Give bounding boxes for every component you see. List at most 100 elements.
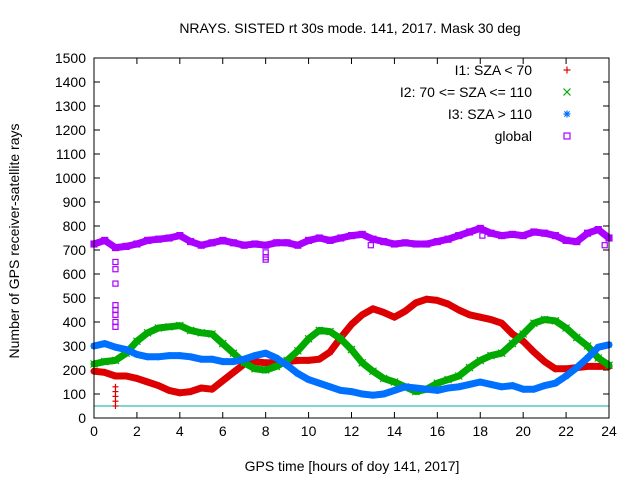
marker-stroke [487, 229, 495, 237]
marker-stroke [412, 384, 419, 392]
marker-stroke [122, 242, 130, 250]
marker-stroke [423, 240, 431, 248]
data-point-i2-70-sza-110 [379, 374, 388, 383]
x-axis-label: GPS time [hours of doy 141, 2017] [245, 458, 460, 474]
y-tick-label: 100 [63, 386, 87, 402]
outlier-point-global [112, 302, 119, 309]
marker-stroke [294, 370, 301, 377]
data-point-i2-70-sza-110 [165, 322, 174, 331]
data-point-i2-70-sza-110 [315, 326, 324, 335]
data-point-global [154, 235, 162, 243]
x-tick-label: 0 [90, 423, 98, 439]
y-axis-label: Number of GPS receiver-satellite rays [6, 124, 22, 359]
data-point-i3-sza-110 [433, 386, 441, 394]
marker-stroke [390, 240, 398, 248]
data-point-global [283, 239, 291, 247]
marker-stroke [519, 330, 528, 338]
marker-stroke [359, 390, 366, 398]
data-point-global [498, 232, 506, 240]
data-point-i3-sza-110 [101, 340, 109, 348]
data-point-global [111, 244, 120, 252]
data-point-i3-sza-110 [584, 354, 592, 362]
data-point-i2-70-sza-110 [454, 372, 463, 380]
outlier-point-i1-sza-70 [112, 383, 119, 390]
marker-stroke [219, 236, 227, 244]
x-tick-label: 10 [301, 423, 317, 439]
marker-stroke [508, 339, 517, 348]
data-point-i1-sza-70 [476, 313, 484, 321]
y-tick-label: 400 [63, 314, 87, 330]
outlier-point-global [601, 242, 608, 249]
data-point-i3-sza-110 [187, 353, 195, 361]
marker-stroke [305, 376, 312, 383]
x-tick-label: 4 [176, 423, 184, 439]
data-point-i3-sza-110 [208, 355, 216, 363]
marker-stroke [187, 353, 194, 360]
marker-stroke [315, 234, 323, 242]
marker-stroke [241, 356, 248, 363]
data-point-i3-sza-110 [358, 390, 366, 398]
marker-stroke [477, 378, 484, 386]
marker-stroke [520, 386, 527, 393]
marker-stroke [316, 380, 323, 387]
y-tick-label: 600 [63, 266, 87, 282]
data-point-global [101, 236, 109, 244]
data-point-i1-sza-70 [412, 299, 420, 307]
marker-stroke [112, 258, 119, 266]
marker-stroke [487, 351, 495, 360]
marker-stroke [208, 330, 216, 338]
marker-stroke [101, 340, 108, 347]
marker-stroke [380, 390, 387, 398]
data-point-i2-70-sza-110 [175, 321, 184, 330]
marker-stroke [540, 315, 549, 324]
marker-stroke [595, 344, 602, 351]
x-tick-label: 24 [601, 423, 617, 439]
data-point-i1-sza-70 [369, 305, 377, 313]
data-point-global [315, 234, 323, 242]
data-point-i1-sza-70 [144, 378, 152, 386]
data-point-global [262, 241, 270, 249]
marker-stroke [111, 356, 120, 365]
data-point-i3-sza-110 [326, 383, 334, 391]
outlier-point-global [112, 258, 119, 266]
data-point-global [133, 240, 141, 248]
data-point-i3-sza-110 [144, 353, 152, 361]
data-point-i2-70-sza-110 [272, 362, 281, 371]
data-point-i1-sza-70 [348, 320, 355, 328]
marker-stroke [337, 234, 345, 242]
series-global [90, 224, 613, 330]
marker-stroke [594, 226, 602, 234]
data-point-i3-sza-110 [294, 370, 302, 378]
data-point-i3-sza-110 [305, 376, 313, 384]
marker-stroke [272, 362, 281, 371]
data-point-i1-sza-70 [530, 348, 538, 356]
marker-stroke [583, 229, 592, 237]
data-point-i2-70-sza-110 [304, 334, 313, 343]
data-point-i2-70-sza-110 [197, 328, 206, 337]
data-point-i2-70-sza-110 [358, 358, 367, 367]
marker-stroke [144, 236, 152, 244]
marker-stroke [166, 352, 173, 359]
legend-label: I3: SZA > 110 [448, 106, 532, 122]
data-point-i3-sza-110 [551, 379, 559, 387]
marker-stroke [434, 387, 441, 394]
legend-label: I2: 70 <= SZA <= 110 [400, 84, 532, 100]
marker-stroke [155, 353, 162, 360]
marker-stroke [367, 242, 374, 249]
data-point-i1-sza-70 [229, 368, 237, 376]
marker-stroke [497, 349, 506, 358]
marker-stroke [530, 386, 537, 393]
outlier-point-global [112, 318, 119, 326]
data-point-global [562, 236, 570, 244]
marker-stroke [358, 230, 366, 238]
marker-stroke [283, 239, 291, 247]
data-point-global [197, 241, 205, 249]
data-point-i1-sza-70 [508, 330, 516, 338]
marker-stroke [154, 235, 162, 243]
data-point-global [176, 232, 184, 240]
data-point-global [358, 230, 366, 238]
marker-stroke [219, 358, 226, 365]
marker-stroke [562, 236, 570, 244]
data-point-global [433, 238, 441, 246]
data-point-i1-sza-70 [133, 374, 141, 382]
